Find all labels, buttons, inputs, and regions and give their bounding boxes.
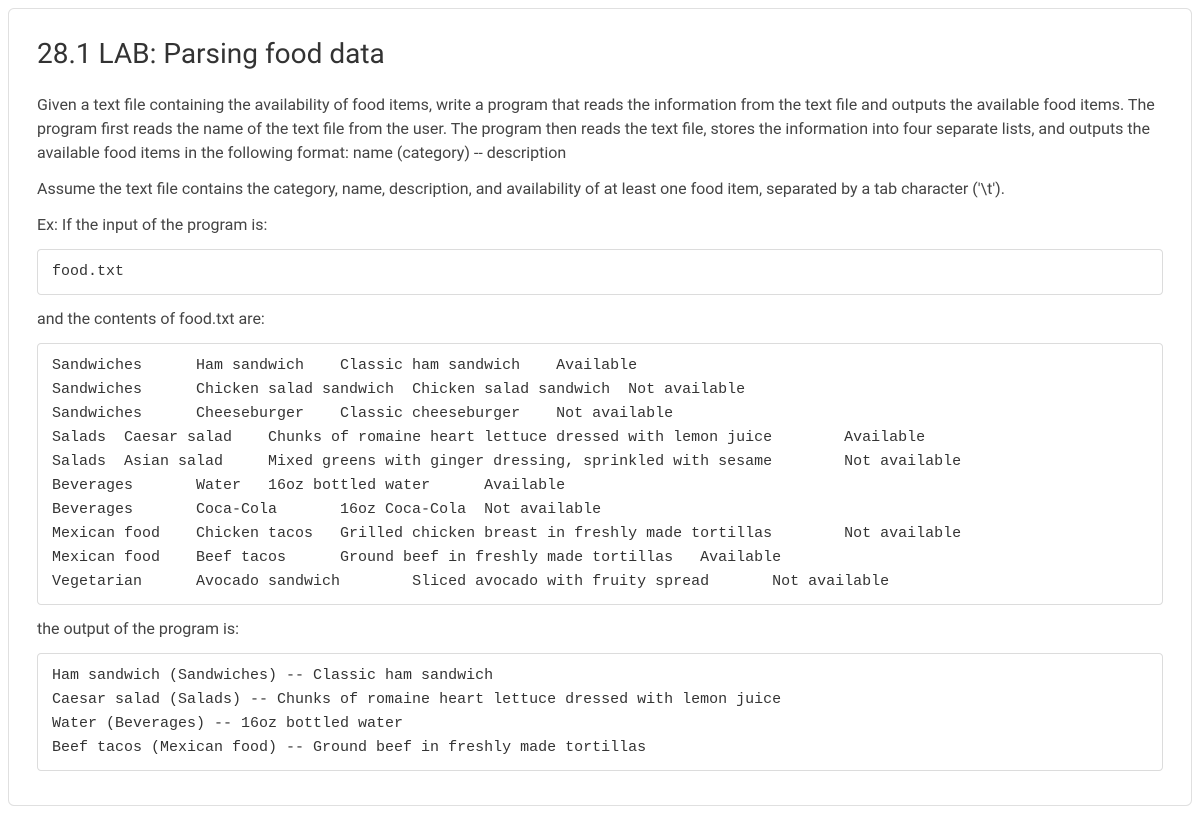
page-title: 28.1 LAB: Parsing food data	[37, 33, 1163, 75]
contents-intro: and the contents of food.txt are:	[37, 307, 1163, 331]
input-code-block: food.txt	[37, 249, 1163, 295]
assumption-paragraph: Assume the text file contains the catego…	[37, 177, 1163, 201]
output-code-block: Ham sandwich (Sandwiches) -- Classic ham…	[37, 653, 1163, 771]
output-intro: the output of the program is:	[37, 617, 1163, 641]
file-contents-block: Sandwiches Ham sandwich Classic ham sand…	[37, 343, 1163, 605]
intro-paragraph: Given a text file containing the availab…	[37, 93, 1163, 165]
example-intro: Ex: If the input of the program is:	[37, 213, 1163, 237]
